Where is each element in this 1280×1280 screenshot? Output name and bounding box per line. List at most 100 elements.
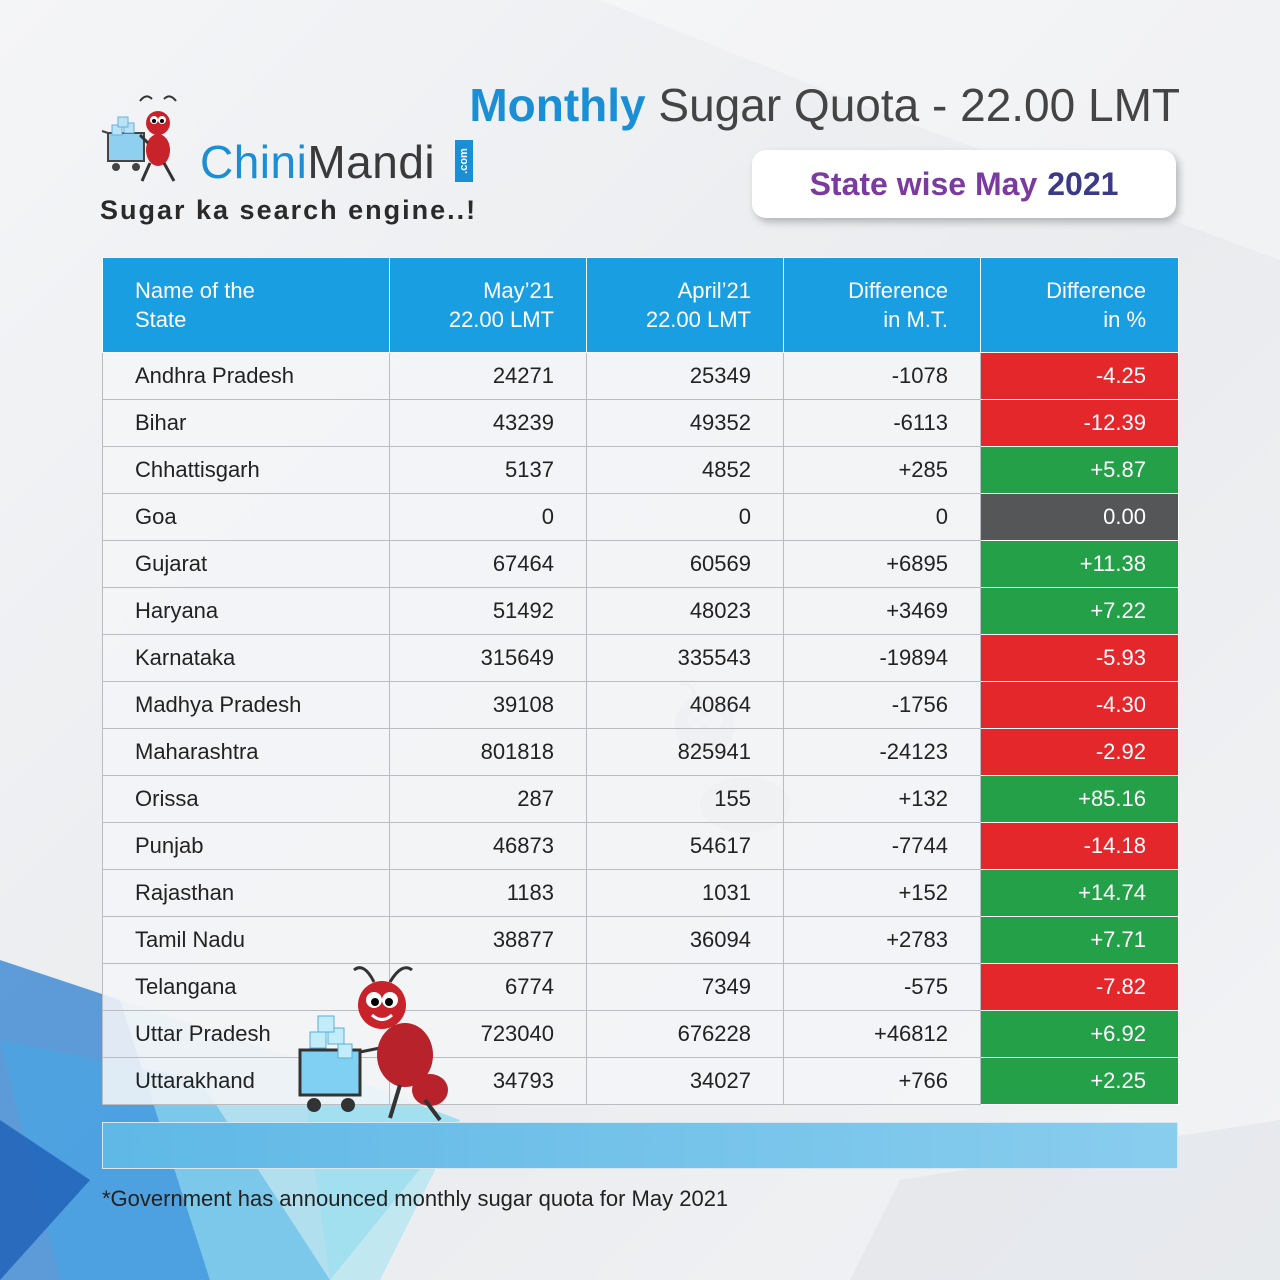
- brand-domain-badge: .com: [455, 140, 473, 182]
- cell-april: 825941: [586, 728, 784, 776]
- table-row: Haryana 51492 48023 +3469 +7.22: [102, 587, 1179, 635]
- table-row: Uttar Pradesh 723040 676228 +46812 +6.92: [102, 1010, 1179, 1058]
- header-may-line2: 22.00 LMT: [448, 307, 554, 332]
- cell-diff-mt: -7744: [783, 822, 981, 870]
- ant-mascot-icon: [298, 966, 448, 1122]
- cell-april: 34027: [586, 1057, 784, 1105]
- table-row: Telangana 6774 7349 -575 -7.82: [102, 963, 1179, 1011]
- cell-april: 25349: [586, 352, 784, 400]
- cell-may: 1183: [389, 869, 587, 917]
- cell-state: Goa: [102, 493, 390, 541]
- cell-diff-mt: +766: [783, 1057, 981, 1105]
- cell-diff-mt: +3469: [783, 587, 981, 635]
- cell-may: 38877: [389, 916, 587, 964]
- cell-april: 0: [586, 493, 784, 541]
- brand-name-part2: Mandi: [307, 136, 436, 188]
- title-accent: Monthly: [469, 79, 646, 131]
- cell-diff-pct: 0.00: [980, 493, 1179, 541]
- table-row: Orissa 287 155 +132 +85.16: [102, 775, 1179, 823]
- table-row: Bihar 43239 49352 -6113 -12.39: [102, 399, 1179, 447]
- cell-diff-mt: -1078: [783, 352, 981, 400]
- brand-wordmark: ChiniMandi: [200, 135, 435, 189]
- cell-april: 7349: [586, 963, 784, 1011]
- cell-april: 676228: [586, 1010, 784, 1058]
- header-april-line1: April’21: [677, 278, 751, 303]
- header-april-line2: 22.00 LMT: [645, 307, 751, 332]
- cell-diff-mt: -575: [783, 963, 981, 1011]
- cell-state: Chhattisgarh: [102, 446, 390, 494]
- cell-april: 335543: [586, 634, 784, 682]
- table-footer-bar: [102, 1122, 1178, 1169]
- cell-state: Telangana: [102, 963, 390, 1011]
- table-row: Punjab 46873 54617 -7744 -14.18: [102, 822, 1179, 870]
- cell-may: 24271: [389, 352, 587, 400]
- cell-diff-pct: -14.18: [980, 822, 1179, 870]
- cell-april: 48023: [586, 587, 784, 635]
- header-diff-mt-line2: in M.T.: [883, 307, 948, 332]
- cell-diff-mt: -19894: [783, 634, 981, 682]
- subtitle-text: State wise May: [809, 165, 1038, 202]
- cell-diff-pct: -4.30: [980, 681, 1179, 729]
- table-row: Maharashtra 801818 825941 -24123 -2.92: [102, 728, 1179, 776]
- header-april: April’21 22.00 LMT: [586, 257, 784, 353]
- brand-name-part1: Chini: [200, 136, 308, 188]
- cell-may: 0: [389, 493, 587, 541]
- cell-diff-pct: +2.25: [980, 1057, 1179, 1105]
- header-diff-mt: Difference in M.T.: [783, 257, 981, 353]
- header-diff-pct-line1: Difference: [1046, 278, 1146, 303]
- cell-diff-pct: +7.22: [980, 587, 1179, 635]
- header-may: May’21 22.00 LMT: [389, 257, 587, 353]
- cell-state: Maharashtra: [102, 728, 390, 776]
- cell-diff-mt: +132: [783, 775, 981, 823]
- cell-may: 315649: [389, 634, 587, 682]
- cell-diff-mt: -6113: [783, 399, 981, 447]
- header-diff-pct: Difference in %: [980, 257, 1179, 353]
- brand-logo: ChiniMandi .com Sugar ka search engine..…: [100, 95, 500, 235]
- sugar-quota-table: Name of the State May’21 22.00 LMT April’2…: [102, 257, 1179, 1105]
- cell-may: 43239: [389, 399, 587, 447]
- header-state-line2: State: [135, 307, 187, 332]
- cell-april: 36094: [586, 916, 784, 964]
- cell-diff-pct: +7.71: [980, 916, 1179, 964]
- cell-diff-pct: -4.25: [980, 352, 1179, 400]
- header-state-line1: Name of the: [135, 278, 255, 303]
- table-row: Gujarat 67464 60569 +6895 +11.38: [102, 540, 1179, 588]
- cell-may: 801818: [389, 728, 587, 776]
- cell-may: 5137: [389, 446, 587, 494]
- cell-state: Rajasthan: [102, 869, 390, 917]
- cell-may: 67464: [389, 540, 587, 588]
- cell-diff-pct: +5.87: [980, 446, 1179, 494]
- cell-state: Haryana: [102, 587, 390, 635]
- header-diff-pct-line2: in %: [1103, 307, 1146, 332]
- cell-state: Orissa: [102, 775, 390, 823]
- cell-april: 49352: [586, 399, 784, 447]
- table-header-row: Name of the State May’21 22.00 LMT April’2…: [102, 257, 1179, 353]
- table-row: Tamil Nadu 38877 36094 +2783 +7.71: [102, 916, 1179, 964]
- brand-tagline: Sugar ka search engine..!: [100, 195, 478, 225]
- cell-diff-mt: +152: [783, 869, 981, 917]
- cell-state: Punjab: [102, 822, 390, 870]
- page-title: Monthly Sugar Quota - 22.00 LMT: [469, 78, 1180, 132]
- cell-diff-pct: -12.39: [980, 399, 1179, 447]
- cell-may: 51492: [389, 587, 587, 635]
- cell-may: 39108: [389, 681, 587, 729]
- cell-state: Andhra Pradesh: [102, 352, 390, 400]
- cell-diff-pct: -7.82: [980, 963, 1179, 1011]
- cell-diff-pct: +11.38: [980, 540, 1179, 588]
- cell-diff-mt: +46812: [783, 1010, 981, 1058]
- cell-april: 40864: [586, 681, 784, 729]
- cell-state: Bihar: [102, 399, 390, 447]
- table-row: Goa 0 0 0 0.00: [102, 493, 1179, 541]
- header-may-line1: May’21: [483, 278, 554, 303]
- cell-state: Madhya Pradesh: [102, 681, 390, 729]
- cell-may: 287: [389, 775, 587, 823]
- cell-april: 155: [586, 775, 784, 823]
- cell-diff-pct: -2.92: [980, 728, 1179, 776]
- cell-may: 6774: [389, 963, 587, 1011]
- cell-state: Karnataka: [102, 634, 390, 682]
- cell-may: 46873: [389, 822, 587, 870]
- cell-april: 54617: [586, 822, 784, 870]
- cell-diff-mt: 0: [783, 493, 981, 541]
- brand-domain-text: .com: [458, 148, 470, 174]
- table-row: Chhattisgarh 5137 4852 +285 +5.87: [102, 446, 1179, 494]
